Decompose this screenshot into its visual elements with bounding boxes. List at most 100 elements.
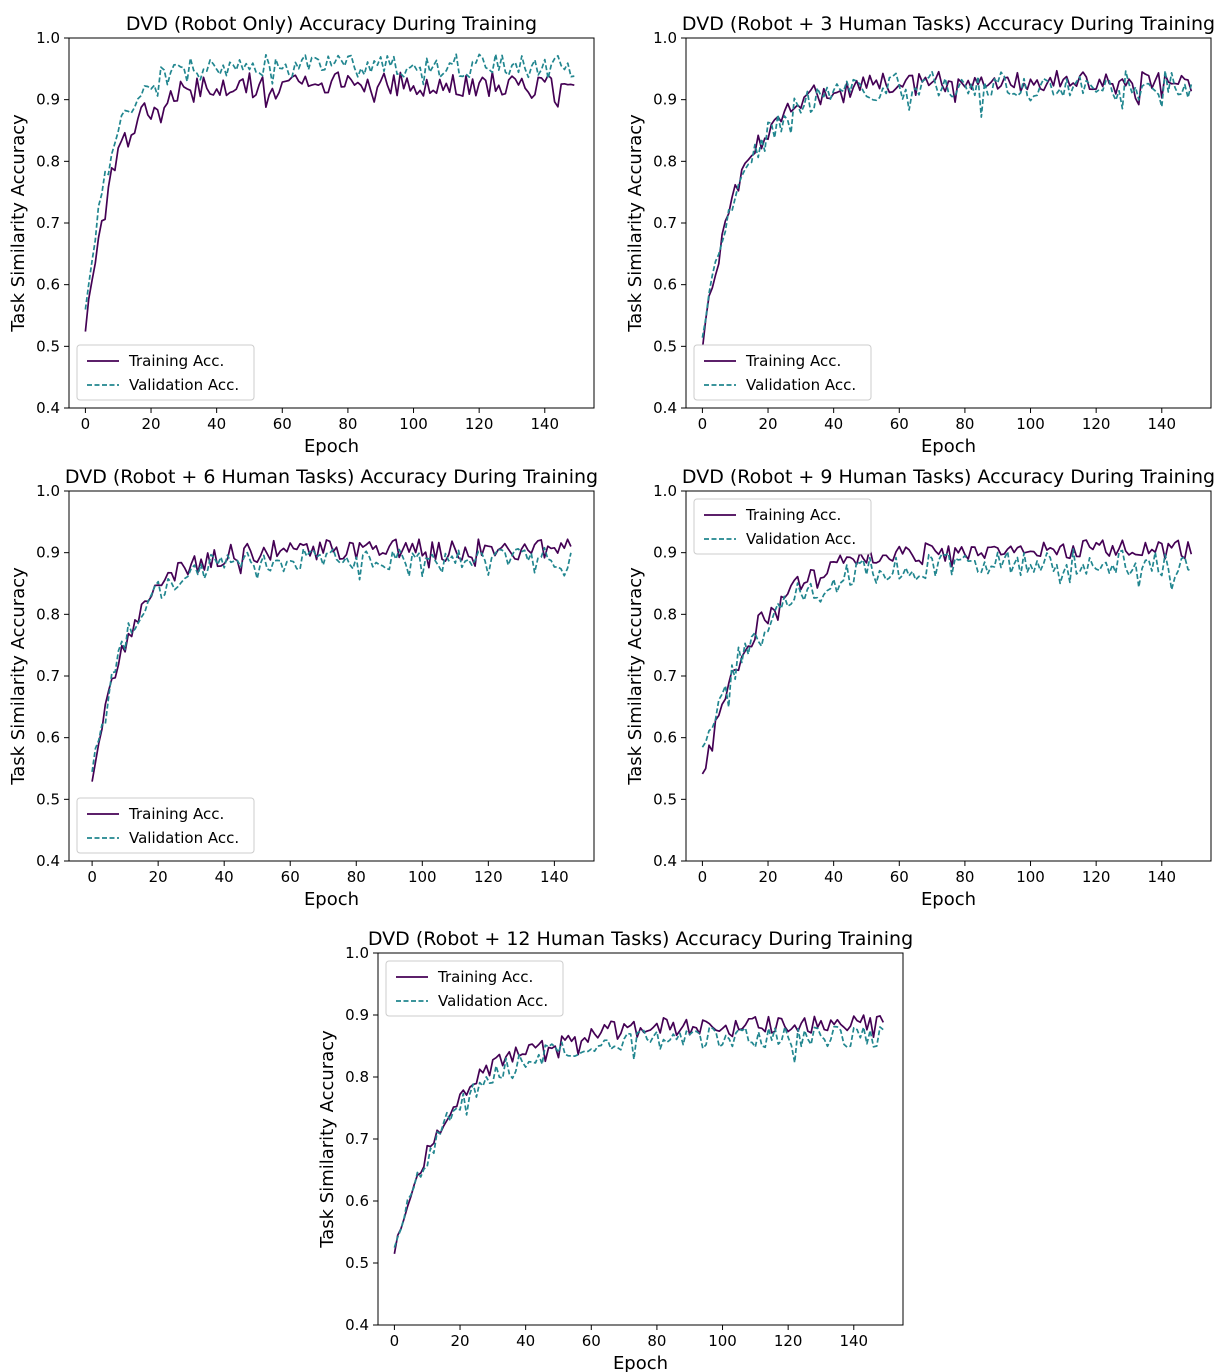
chart-panel-2: DVD (Robot + 3 Human Tasks) Accuracy Dur…	[625, 13, 1215, 457]
chart-title: DVD (Robot Only) Accuracy During Trainin…	[126, 13, 537, 35]
y-tick-label: 0.8	[36, 605, 60, 623]
legend-box	[693, 498, 872, 555]
series-line-training	[701, 69, 1193, 350]
x-tick-label: 120	[1082, 868, 1111, 886]
legend-box	[76, 344, 255, 401]
x-axis-label: Epoch	[304, 889, 359, 910]
x-tick-label: 60	[273, 415, 292, 433]
legend-label-validation: Validation Acc.	[746, 376, 856, 394]
y-tick-label: 0.7	[345, 1130, 369, 1148]
legend-label-training: Training Acc.	[745, 506, 841, 524]
y-tick-label: 0.4	[36, 399, 60, 417]
x-axis-label: Epoch	[304, 436, 359, 457]
x-tick-label: 100	[1016, 415, 1045, 433]
x-tick-label: 80	[955, 868, 974, 886]
x-tick-label: 120	[474, 868, 503, 886]
y-tick-label: 0.5	[653, 790, 677, 808]
series-line-validation	[91, 546, 572, 773]
x-tick-label: 40	[215, 868, 234, 886]
x-tick-label: 40	[207, 415, 226, 433]
x-tick-label: 40	[824, 415, 843, 433]
y-axis-label: Task Similarity Accuracy	[317, 1030, 338, 1249]
y-tick-label: 0.5	[36, 337, 60, 355]
y-tick-label: 0.6	[36, 276, 60, 294]
x-tick-label: 140	[1147, 415, 1176, 433]
series-line-validation	[701, 548, 1192, 748]
y-tick-label: 0.5	[345, 1254, 369, 1272]
y-tick-label: 0.7	[653, 214, 677, 232]
y-tick-label: 0.8	[653, 152, 677, 170]
y-axis-label: Task Similarity Accuracy	[8, 567, 29, 786]
x-tick-label: 80	[955, 415, 974, 433]
y-axis-label: Task Similarity Accuracy	[625, 567, 646, 786]
y-tick-label: 0.6	[653, 276, 677, 294]
x-tick-label: 140	[839, 1332, 868, 1350]
x-tick-label: 0	[87, 868, 97, 886]
y-tick-label: 0.9	[653, 544, 677, 562]
legend-label-validation: Validation Acc.	[746, 530, 856, 548]
y-tick-label: 0.7	[36, 214, 60, 232]
x-tick-label: 0	[698, 415, 708, 433]
x-tick-label: 140	[530, 415, 559, 433]
y-tick-label: 0.6	[653, 729, 677, 747]
x-tick-label: 20	[141, 415, 160, 433]
chart-title: DVD (Robot + 12 Human Tasks) Accuracy Du…	[368, 928, 913, 950]
chart-title: DVD (Robot + 6 Human Tasks) Accuracy Dur…	[65, 466, 598, 488]
y-tick-label: 0.9	[345, 1006, 369, 1024]
y-tick-label: 0.9	[36, 544, 60, 562]
y-tick-label: 0.5	[653, 337, 677, 355]
chart-panel-5: DVD (Robot + 12 Human Tasks) Accuracy Du…	[317, 928, 913, 1372]
y-tick-label: 0.8	[653, 605, 677, 623]
y-tick-label: 0.8	[36, 152, 60, 170]
series-line-training	[84, 71, 575, 332]
x-tick-label: 80	[347, 868, 366, 886]
y-tick-label: 0.6	[36, 729, 60, 747]
x-tick-label: 40	[824, 868, 843, 886]
x-tick-label: 140	[1147, 868, 1176, 886]
x-tick-label: 0	[81, 415, 91, 433]
series-line-training	[393, 1014, 885, 1254]
chart-panel-3: DVD (Robot + 6 Human Tasks) Accuracy Dur…	[8, 466, 598, 910]
y-tick-label: 0.4	[653, 852, 677, 870]
x-tick-label: 80	[338, 415, 357, 433]
chart-title: DVD (Robot + 3 Human Tasks) Accuracy Dur…	[682, 13, 1215, 35]
y-tick-label: 1.0	[36, 482, 60, 500]
y-axis-label: Task Similarity Accuracy	[625, 114, 646, 333]
series-line-validation	[84, 53, 575, 310]
y-tick-label: 1.0	[36, 29, 60, 47]
x-tick-label: 20	[450, 1332, 469, 1350]
x-tick-label: 60	[890, 415, 909, 433]
y-tick-label: 0.9	[653, 91, 677, 109]
y-tick-label: 1.0	[653, 482, 677, 500]
series-line-training	[91, 538, 572, 782]
x-tick-label: 60	[890, 868, 909, 886]
y-tick-label: 1.0	[345, 944, 369, 962]
y-tick-label: 0.9	[36, 91, 60, 109]
x-tick-label: 0	[390, 1332, 400, 1350]
x-axis-label: Epoch	[921, 436, 976, 457]
x-tick-label: 80	[647, 1332, 666, 1350]
x-axis-label: Epoch	[613, 1353, 668, 1372]
chart-title: DVD (Robot + 9 Human Tasks) Accuracy Dur…	[682, 466, 1215, 488]
y-tick-label: 0.8	[345, 1068, 369, 1086]
x-tick-label: 0	[698, 868, 708, 886]
y-tick-label: 0.4	[653, 399, 677, 417]
series-line-validation	[393, 1025, 884, 1248]
x-tick-label: 100	[399, 415, 428, 433]
y-axis-label: Task Similarity Accuracy	[8, 114, 29, 333]
legend-label-training: Training Acc.	[128, 805, 224, 823]
y-tick-label: 1.0	[653, 29, 677, 47]
legend-label-validation: Validation Acc.	[438, 992, 548, 1010]
legend-box	[76, 797, 255, 854]
x-tick-label: 20	[758, 868, 777, 886]
chart-panel-1: DVD (Robot Only) Accuracy During Trainin…	[8, 13, 595, 457]
x-tick-label: 140	[540, 868, 569, 886]
x-tick-label: 60	[582, 1332, 601, 1350]
legend-label-training: Training Acc.	[437, 968, 533, 986]
legend-box	[693, 344, 872, 401]
y-tick-label: 0.4	[36, 852, 60, 870]
legend-box	[385, 960, 564, 1017]
x-tick-label: 20	[758, 415, 777, 433]
x-tick-label: 120	[774, 1332, 803, 1350]
